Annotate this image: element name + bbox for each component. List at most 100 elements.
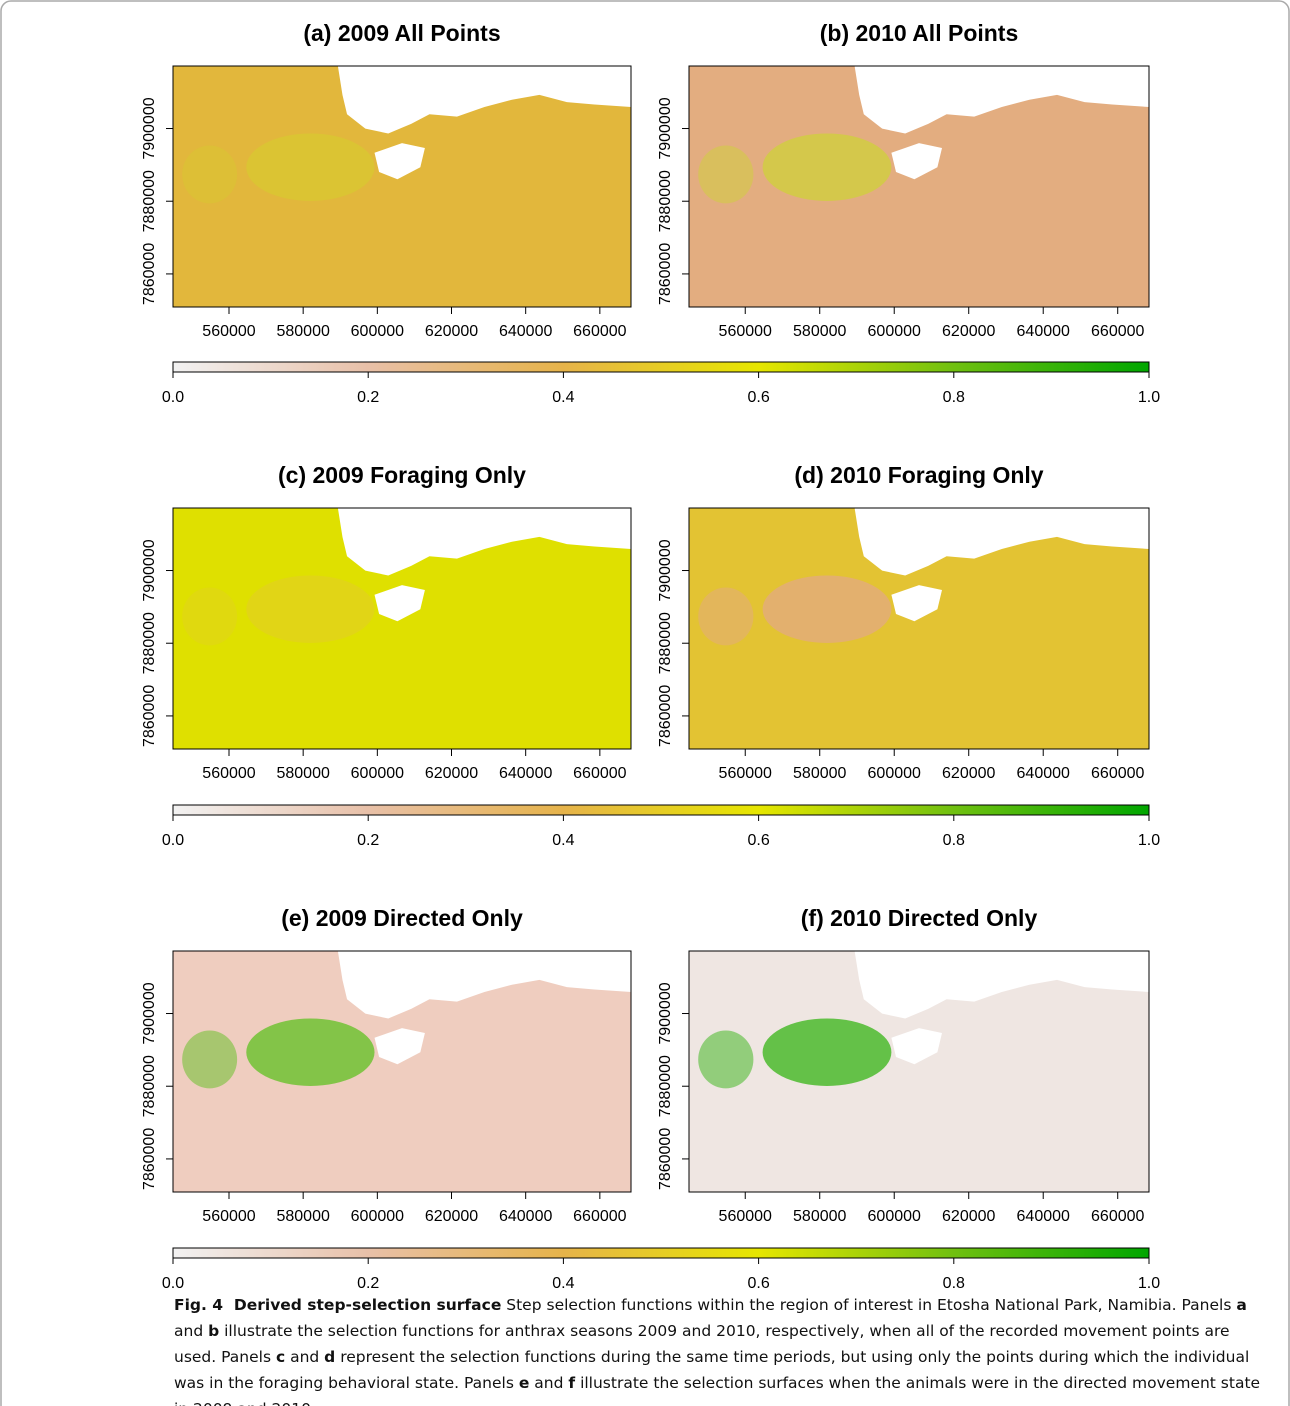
x-tick-label: 580000	[276, 323, 329, 340]
x-tick-label: 620000	[942, 765, 995, 782]
x-tick-label: 560000	[719, 765, 772, 782]
x-tick-label: 660000	[573, 765, 626, 782]
y-tick-label: 7880000	[657, 1055, 674, 1117]
y-tick-label: 7900000	[141, 97, 158, 159]
colorbar-tick-label: 0.2	[357, 832, 379, 849]
page: (a) 2009 All Points 560000 580000 600000 620…	[0, 0, 1290, 1406]
panel-title: (f) 2010 Directed Only	[801, 905, 1038, 931]
x-tick-label: 600000	[868, 323, 921, 340]
x-tick-label: 580000	[793, 1208, 846, 1225]
y-tick-label: 7860000	[141, 685, 158, 747]
colorbar-tick-label: 0.6	[747, 832, 769, 849]
x-tick-label: 600000	[351, 1208, 404, 1225]
colorbar-tick-label: 0.8	[943, 1275, 965, 1292]
caption: Fig. 4 Derived step-selection surface St…	[174, 1292, 1264, 1406]
colorbar-tick-label: 0.0	[162, 1275, 184, 1292]
raster-patch	[763, 575, 892, 642]
panel-title: (e) 2009 Directed Only	[281, 905, 523, 931]
y-tick-label: 7880000	[141, 1055, 158, 1117]
x-tick-label: 660000	[1091, 765, 1144, 782]
colorbar-tick-label: 0.4	[552, 389, 574, 406]
x-tick-label: 560000	[719, 1208, 772, 1225]
caption-text: and	[529, 1374, 568, 1392]
y-tick-label: 7880000	[657, 170, 674, 232]
colorbar-tick-label: 0.6	[747, 1275, 769, 1292]
x-tick-label: 580000	[793, 765, 846, 782]
colorbar-tick-label: 0.8	[943, 832, 965, 849]
figure: (a) 2009 All Points 560000 580000 600000 620…	[0, 0, 1290, 1406]
raster-patch	[763, 133, 892, 200]
colorbar-tick-label: 0.0	[162, 832, 184, 849]
x-tick-label: 580000	[276, 765, 329, 782]
x-tick-label: 600000	[868, 765, 921, 782]
caption-bold: Fig. 4 Derived step-selection surface	[174, 1296, 501, 1314]
x-tick-label: 660000	[1091, 323, 1144, 340]
y-tick-label: 7880000	[657, 612, 674, 674]
y-tick-label: 7900000	[657, 982, 674, 1044]
caption-bold: b	[208, 1322, 219, 1340]
y-tick-label: 7900000	[657, 539, 674, 601]
raster-patch	[698, 1031, 753, 1089]
x-tick-label: 560000	[202, 765, 255, 782]
y-tick-label: 7860000	[657, 685, 674, 747]
colorbar-tick-label: 0.0	[162, 389, 184, 406]
x-tick-label: 640000	[1017, 323, 1070, 340]
x-tick-label: 620000	[425, 1208, 478, 1225]
x-tick-label: 660000	[573, 1208, 626, 1225]
raster-patch	[246, 575, 374, 642]
x-tick-label: 620000	[942, 323, 995, 340]
raster-patch	[182, 1031, 237, 1089]
x-tick-label: 640000	[1017, 1208, 1070, 1225]
x-tick-label: 620000	[942, 1208, 995, 1225]
x-tick-label: 560000	[202, 1208, 255, 1225]
colorbar-tick-label: 0.4	[552, 1275, 574, 1292]
colorbar-tick-label: 1.0	[1138, 832, 1160, 849]
colorbar-tick-label: 0.4	[552, 832, 574, 849]
x-tick-label: 560000	[719, 323, 772, 340]
x-tick-label: 640000	[499, 765, 552, 782]
colorbar-tick-label: 1.0	[1138, 1275, 1160, 1292]
panel-title: (b) 2010 All Points	[820, 20, 1019, 46]
colorbar-tick-label: 0.2	[357, 1275, 379, 1292]
x-tick-label: 580000	[793, 323, 846, 340]
caption-bold: a	[1236, 1296, 1246, 1314]
colorbar	[173, 1248, 1149, 1258]
x-tick-label: 640000	[1017, 765, 1070, 782]
y-tick-label: 7900000	[141, 982, 158, 1044]
panel-title: (a) 2009 All Points	[303, 20, 500, 46]
raster-patch	[246, 133, 374, 200]
y-tick-label: 7860000	[657, 1128, 674, 1190]
y-tick-label: 7860000	[141, 243, 158, 305]
y-tick-label: 7880000	[141, 170, 158, 232]
caption-bold: e	[519, 1374, 530, 1392]
colorbar	[173, 362, 1149, 372]
colorbar-tick-label: 0.6	[747, 389, 769, 406]
x-tick-label: 600000	[351, 765, 404, 782]
raster-patch	[698, 146, 753, 204]
y-tick-label: 7880000	[141, 612, 158, 674]
raster-patch	[698, 588, 753, 646]
x-tick-label: 660000	[1091, 1208, 1144, 1225]
caption-bold: c	[276, 1348, 285, 1366]
panel-title: (c) 2009 Foraging Only	[278, 462, 526, 488]
x-tick-label: 600000	[868, 1208, 921, 1225]
raster-patch	[246, 1018, 374, 1085]
caption-text: Step selection functions within the regi…	[501, 1296, 1236, 1314]
x-tick-label: 560000	[202, 323, 255, 340]
x-tick-label: 640000	[499, 1208, 552, 1225]
colorbar-tick-label: 1.0	[1138, 389, 1160, 406]
y-tick-label: 7900000	[657, 97, 674, 159]
raster-patch	[182, 588, 237, 646]
y-tick-label: 7900000	[141, 539, 158, 601]
y-tick-label: 7860000	[141, 1128, 158, 1190]
x-tick-label: 600000	[351, 323, 404, 340]
colorbar-tick-label: 0.2	[357, 389, 379, 406]
colorbar-tick-label: 0.8	[943, 389, 965, 406]
colorbar	[173, 805, 1149, 815]
x-tick-label: 620000	[425, 765, 478, 782]
x-tick-label: 640000	[499, 323, 552, 340]
caption-bold: d	[324, 1348, 335, 1366]
x-tick-label: 660000	[573, 323, 626, 340]
x-tick-label: 620000	[425, 323, 478, 340]
panel-title: (d) 2010 Foraging Only	[794, 462, 1043, 488]
